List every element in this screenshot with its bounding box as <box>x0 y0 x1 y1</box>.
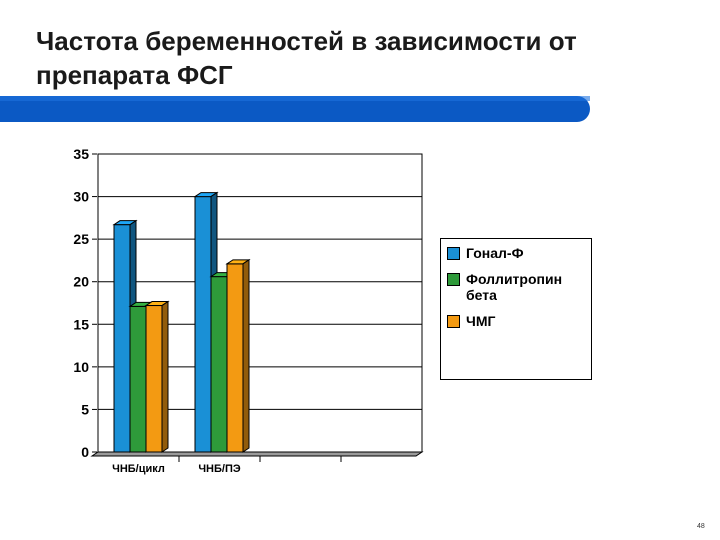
slide-title: Частота беременностей в зависимости от п… <box>36 26 577 90</box>
y-tick-label: 15 <box>73 316 89 332</box>
legend-item-gonal: Гонал-Ф <box>447 245 585 261</box>
bar-side <box>242 258 250 453</box>
bar-front <box>210 276 228 453</box>
x-tick-label: ЧНБ/ПЭ <box>198 463 241 475</box>
bar-series <box>112 191 251 453</box>
slide-number: 48 <box>697 523 705 530</box>
y-tick-label: 10 <box>73 359 89 375</box>
legend-item-hmg: ЧМГ <box>447 313 585 329</box>
bar-front <box>194 196 212 453</box>
bar <box>225 258 251 453</box>
title-accent-bar <box>0 96 590 122</box>
chart-legend: Гонал-Ф Фоллитропин бета ЧМГ <box>440 238 592 380</box>
legend-swatch-hmg <box>447 315 460 328</box>
legend-item-follitropin: Фоллитропин бета <box>447 271 585 303</box>
plot-floor <box>90 451 424 457</box>
y-tick-label: 30 <box>73 189 89 205</box>
bar-front <box>145 305 163 453</box>
y-tick-label: 0 <box>81 444 89 460</box>
bar-front <box>226 263 244 453</box>
x-axis-tick-labels: ЧНБ/цикл ЧНБ/ПЭ <box>112 463 241 475</box>
y-axis-tick-labels: 0 5 10 15 20 25 30 35 <box>73 146 89 460</box>
bar-front <box>113 224 131 453</box>
bar-side <box>161 300 169 453</box>
y-tick-label: 20 <box>73 274 89 290</box>
bar-front <box>129 305 147 453</box>
y-tick-label: 35 <box>73 146 89 162</box>
legend-swatch-follitropin <box>447 273 460 286</box>
bar <box>144 300 170 453</box>
legend-label-follitropin: Фоллитропин бета <box>466 271 563 303</box>
y-tick-label: 25 <box>73 231 89 247</box>
legend-label-gonal: Гонал-Ф <box>466 245 524 261</box>
y-tick-label: 5 <box>81 401 89 417</box>
legend-swatch-gonal <box>447 247 460 260</box>
legend-label-hmg: ЧМГ <box>466 313 496 329</box>
x-tick-label: ЧНБ/цикл <box>112 463 165 475</box>
